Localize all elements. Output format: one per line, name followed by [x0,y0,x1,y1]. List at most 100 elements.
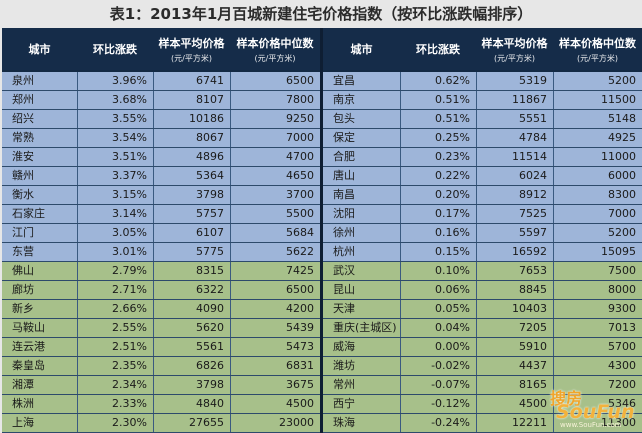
avg-price-cell: 8067 [196,131,224,144]
median-price-cell: 5439 [286,321,314,334]
column-divider [77,281,78,299]
column-divider [77,72,78,90]
header-median-price: 样本价格中位数 (元/平方米) [553,28,642,70]
city-cell: 佛山 [12,264,34,277]
mom-change-cell: 0.17% [435,207,470,220]
city-cell: 秦皇岛 [12,359,45,372]
column-divider [77,167,78,185]
city-cell: 马鞍山 [12,321,45,334]
column-divider [77,262,78,280]
mom-change-cell: 2.55% [112,321,147,334]
column-divider [230,300,231,318]
table-row: 湘潭 2.34% 3798 3675 [2,376,320,395]
median-price-cell: 5200 [608,226,636,239]
median-price-cell: 11300 [601,416,636,429]
avg-price-cell: 8912 [519,188,547,201]
city-cell: 重庆(主城区) [333,321,397,334]
header-city-label: 城市 [28,43,51,56]
column-divider [400,319,401,337]
table-row: 保定 0.25% 4784 4925 [323,129,642,148]
city-cell: 沈阳 [333,207,355,220]
column-divider [153,186,154,204]
price-index-table: 城市 环比涨跌 样本平均价格 (元/平方米) 样本价格中位数 (元/平方米) 泉… [2,28,642,433]
column-divider [476,224,477,242]
median-price-cell: 7500 [608,264,636,277]
table-right-half: 城市 环比涨跌 样本平均价格 (元/平方米) 样本价格中位数 (元/平方米) 宜… [323,28,642,433]
median-price-cell: 11000 [601,150,636,163]
header-avg-price: 样本平均价格 (元/平方米) [476,28,553,70]
median-price-cell: 5346 [608,397,636,410]
column-divider [77,205,78,223]
column-divider [77,110,78,128]
column-divider [400,148,401,166]
column-divider [553,262,554,280]
avg-price-cell: 8165 [519,378,547,391]
median-price-cell: 4300 [608,359,636,372]
table-divider [320,28,323,433]
mom-change-cell: 2.79% [112,264,147,277]
column-divider [553,395,554,413]
median-price-cell: 6500 [286,283,314,296]
column-divider [553,167,554,185]
mom-change-cell: 0.23% [435,150,470,163]
header-city: 城市 [323,28,400,70]
city-cell: 绍兴 [12,112,34,125]
table-row: 杭州 0.15% 16592 15095 [323,243,642,262]
column-divider [476,338,477,356]
column-divider [476,281,477,299]
mom-change-cell: -0.12% [431,397,470,410]
city-cell: 宜昌 [333,74,355,87]
avg-price-cell: 6322 [196,283,224,296]
table-row: 徐州 0.16% 5597 5200 [323,224,642,243]
column-divider [153,281,154,299]
column-divider [230,110,231,128]
median-price-cell: 8300 [608,188,636,201]
column-divider [153,72,154,90]
column-divider [230,129,231,147]
avg-price-cell: 5364 [196,169,224,182]
table-row: 西宁 -0.12% 4500 5346 [323,395,642,414]
table-row: 连云港 2.51% 5561 5473 [2,338,320,357]
city-cell: 常州 [333,378,355,391]
column-divider [153,129,154,147]
column-divider [77,319,78,337]
header-mom-label: 环比涨跌 [93,43,137,56]
median-price-cell: 4200 [286,302,314,315]
mom-change-cell: 3.68% [112,93,147,106]
mom-change-cell: 0.25% [435,131,470,144]
column-divider [400,129,401,147]
avg-price-cell: 8315 [196,264,224,277]
table-row: 合肥 0.23% 11514 11000 [323,148,642,167]
column-divider [476,319,477,337]
avg-price-cell: 7205 [519,321,547,334]
column-divider [400,243,401,261]
median-price-cell: 5200 [608,74,636,87]
column-divider [553,281,554,299]
city-cell: 常熟 [12,131,34,144]
city-cell: 郑州 [12,93,34,106]
column-divider [553,186,554,204]
column-divider [400,262,401,280]
column-divider [153,91,154,109]
column-divider [153,376,154,394]
column-divider [153,148,154,166]
column-divider [476,414,477,432]
header-median-unit: (元/平方米) [254,53,296,63]
column-divider [230,205,231,223]
table-row: 廊坊 2.71% 6322 6500 [2,281,320,300]
table-row: 绍兴 3.55% 10186 9250 [2,110,320,129]
city-cell: 赣州 [12,169,34,182]
column-divider [476,243,477,261]
column-divider [476,300,477,318]
column-divider [400,300,401,318]
avg-price-cell: 5757 [196,207,224,220]
city-cell: 衡水 [12,188,34,201]
avg-price-cell: 6024 [519,169,547,182]
mom-change-cell: 2.34% [112,378,147,391]
mom-change-cell: 3.15% [112,188,147,201]
table-row: 武汉 0.10% 7653 7500 [323,262,642,281]
column-divider [153,205,154,223]
mom-change-cell: 2.51% [112,340,147,353]
header-avg-price: 样本平均价格 (元/平方米) [153,28,230,70]
column-divider [553,148,554,166]
